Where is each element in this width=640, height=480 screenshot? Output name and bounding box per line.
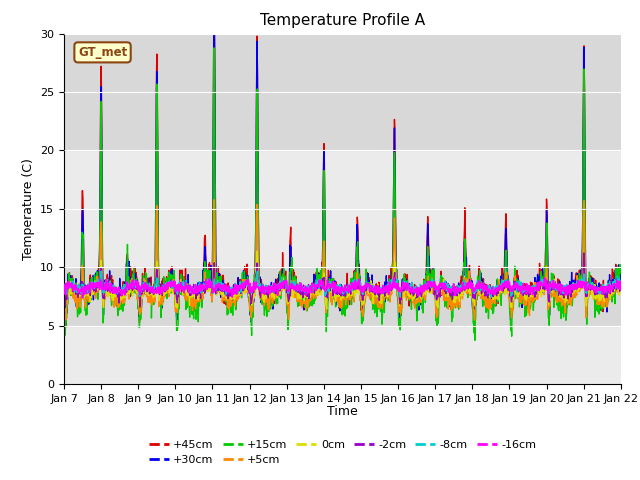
- 0cm: [552, 287, 559, 292]
- 0cm: [246, 294, 254, 300]
- -8cm: [552, 287, 559, 293]
- 0cm: [184, 290, 191, 296]
- +45cm: [62, 324, 70, 330]
- 0cm: [429, 284, 437, 290]
- +30cm: [211, 14, 218, 20]
- -8cm: [246, 288, 254, 294]
- +5cm: [184, 292, 191, 298]
- Line: -8cm: -8cm: [64, 271, 621, 297]
- +30cm: [429, 290, 437, 296]
- -2cm: [580, 250, 588, 256]
- +5cm: [211, 197, 218, 203]
- +30cm: [184, 272, 192, 277]
- +15cm: [211, 45, 218, 51]
- Line: +30cm: +30cm: [64, 17, 621, 325]
- -8cm: [60, 281, 68, 287]
- +45cm: [171, 283, 179, 289]
- +15cm: [471, 337, 479, 343]
- -8cm: [184, 285, 192, 290]
- +30cm: [61, 322, 69, 328]
- -2cm: [60, 291, 68, 297]
- +15cm: [429, 269, 437, 275]
- +15cm: [502, 247, 510, 253]
- +5cm: [617, 282, 625, 288]
- -16cm: [502, 278, 510, 284]
- X-axis label: Time: Time: [327, 405, 358, 418]
- Legend: +45cm, +30cm, +15cm, +5cm, 0cm, -2cm, -8cm, -16cm: +45cm, +30cm, +15cm, +5cm, 0cm, -2cm, -8…: [145, 435, 540, 469]
- +45cm: [247, 306, 255, 312]
- +45cm: [552, 288, 559, 294]
- +45cm: [184, 293, 192, 299]
- Line: -2cm: -2cm: [64, 253, 621, 306]
- -8cm: [429, 280, 437, 286]
- -2cm: [502, 280, 509, 286]
- 0cm: [60, 292, 68, 298]
- +30cm: [60, 299, 68, 304]
- 0cm: [323, 306, 331, 312]
- +15cm: [60, 289, 68, 295]
- 0cm: [502, 290, 510, 296]
- +5cm: [60, 298, 68, 304]
- +30cm: [247, 301, 255, 307]
- 0cm: [617, 286, 625, 291]
- +15cm: [170, 268, 178, 274]
- -2cm: [551, 283, 559, 289]
- -2cm: [617, 281, 625, 287]
- Bar: [64, 267, 621, 325]
- +5cm: [170, 288, 178, 293]
- +5cm: [502, 278, 510, 284]
- +30cm: [502, 231, 510, 237]
- +5cm: [552, 292, 559, 298]
- Title: Temperature Profile A: Temperature Profile A: [260, 13, 425, 28]
- +5cm: [470, 317, 478, 323]
- -8cm: [617, 281, 625, 287]
- Line: +5cm: +5cm: [64, 200, 621, 320]
- Text: GT_met: GT_met: [78, 46, 127, 59]
- -16cm: [617, 287, 625, 293]
- Y-axis label: Temperature (C): Temperature (C): [22, 158, 35, 260]
- -16cm: [171, 278, 179, 284]
- -2cm: [184, 282, 192, 288]
- +30cm: [552, 285, 559, 290]
- Line: +45cm: +45cm: [64, 0, 621, 327]
- +15cm: [184, 281, 191, 287]
- -16cm: [429, 280, 437, 286]
- -8cm: [502, 282, 510, 288]
- 0cm: [253, 249, 261, 254]
- Bar: [64, 34, 621, 150]
- -2cm: [246, 294, 254, 300]
- -16cm: [246, 290, 254, 296]
- +45cm: [60, 286, 68, 291]
- -8cm: [97, 268, 105, 274]
- +45cm: [429, 276, 437, 282]
- +5cm: [429, 286, 437, 291]
- +15cm: [617, 263, 625, 268]
- Line: +15cm: +15cm: [64, 48, 621, 340]
- -16cm: [79, 295, 86, 301]
- -8cm: [171, 281, 179, 287]
- -2cm: [171, 291, 179, 297]
- Line: 0cm: 0cm: [64, 252, 621, 309]
- -16cm: [184, 284, 192, 289]
- -2cm: [429, 281, 437, 287]
- 0cm: [170, 283, 178, 288]
- -2cm: [136, 303, 144, 309]
- -16cm: [60, 284, 68, 290]
- -16cm: [390, 275, 397, 280]
- +30cm: [171, 286, 179, 291]
- +5cm: [246, 304, 254, 310]
- +15cm: [246, 311, 254, 317]
- +45cm: [502, 222, 510, 228]
- +30cm: [617, 277, 625, 283]
- -16cm: [552, 281, 559, 287]
- +45cm: [617, 265, 625, 271]
- Line: -16cm: -16cm: [64, 277, 621, 298]
- -8cm: [487, 294, 495, 300]
- +15cm: [552, 288, 559, 294]
